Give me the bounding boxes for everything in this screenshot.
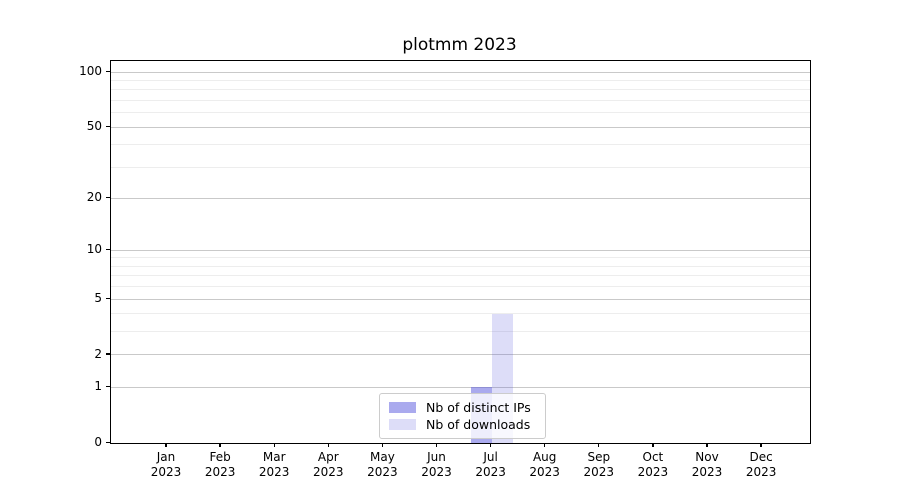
legend: Nb of distinct IPs Nb of downloads xyxy=(379,393,546,439)
legend-swatch-downloads xyxy=(389,419,416,430)
chart-title: plotmm 2023 xyxy=(402,35,517,55)
y-tick-mark xyxy=(106,248,110,251)
gridline-minor xyxy=(111,265,810,267)
y-tick-mark xyxy=(106,125,110,127)
x-tick-label: May 2023 xyxy=(367,450,398,479)
x-tick-mark xyxy=(435,443,438,448)
y-tick-mark xyxy=(106,441,110,443)
y-tick-label: 1 xyxy=(94,379,102,394)
gridline-minor xyxy=(111,99,810,101)
y-tick-mark xyxy=(106,70,110,72)
y-tick-label: 100 xyxy=(79,64,102,79)
x-tick-mark xyxy=(165,443,167,448)
x-tick-label: Jul 2023 xyxy=(475,450,506,479)
y-tick-label: 20 xyxy=(86,190,102,205)
gridline-minor xyxy=(111,286,810,288)
legend-label-distinct-ips: Nb of distinct IPs xyxy=(426,400,531,415)
gridline-major xyxy=(111,249,810,251)
x-tick-label: Jan 2023 xyxy=(150,450,182,479)
y-tick-mark xyxy=(106,385,110,388)
legend-label-downloads: Nb of downloads xyxy=(426,417,531,432)
x-tick-label: Jun 2023 xyxy=(421,450,452,479)
x-tick-mark xyxy=(544,443,546,448)
x-tick-label: Feb 2023 xyxy=(204,450,236,479)
x-tick-mark xyxy=(219,443,221,448)
gridline-minor xyxy=(111,144,810,146)
x-tick-mark xyxy=(489,443,492,448)
gridline-minor xyxy=(111,80,810,81)
gridline-minor xyxy=(111,166,810,168)
gridline-major xyxy=(111,298,810,300)
x-tick-label: Mar 2023 xyxy=(258,450,290,479)
y-tick-label: 50 xyxy=(86,119,102,134)
x-tick-mark xyxy=(760,443,762,448)
y-tick-label: 2 xyxy=(94,346,102,361)
y-tick-mark xyxy=(106,353,110,355)
gridline-major xyxy=(111,126,810,128)
gridline-minor xyxy=(111,331,810,333)
y-tick-label: 0 xyxy=(94,435,102,449)
gridline-major xyxy=(111,386,810,388)
x-tick-mark xyxy=(273,443,275,448)
x-tick-label: Sep 2023 xyxy=(583,450,615,479)
x-tick-mark xyxy=(327,443,329,448)
gridline-minor xyxy=(111,89,810,91)
legend-swatch-distinct-ips xyxy=(389,402,416,413)
y-tick-label: 10 xyxy=(86,242,102,257)
gridline-minor xyxy=(111,257,810,259)
legend-item-downloads: Nb of downloads xyxy=(389,417,536,432)
x-tick-label: Nov 2023 xyxy=(691,450,723,479)
plot-area xyxy=(110,60,811,444)
x-tick-label: Aug 2023 xyxy=(529,450,560,479)
y-tick-label: 5 xyxy=(94,291,102,305)
x-tick-mark xyxy=(652,443,654,448)
gridline-minor xyxy=(111,275,810,277)
x-tick-label: Dec 2023 xyxy=(745,450,777,479)
x-tick-mark xyxy=(598,443,600,448)
x-tick-mark xyxy=(706,443,708,448)
gridline-minor xyxy=(111,313,810,315)
gridline-major xyxy=(111,354,810,356)
y-tick-mark xyxy=(106,297,110,299)
gridline-major xyxy=(111,71,810,73)
legend-item-distinct-ips: Nb of distinct IPs xyxy=(389,400,536,415)
x-tick-label: Apr 2023 xyxy=(313,450,344,479)
x-tick-mark xyxy=(381,443,384,448)
gridline-minor xyxy=(111,112,810,114)
y-tick-mark xyxy=(106,196,110,199)
x-tick-label: Oct 2023 xyxy=(637,450,669,479)
gridline-major xyxy=(111,197,810,199)
